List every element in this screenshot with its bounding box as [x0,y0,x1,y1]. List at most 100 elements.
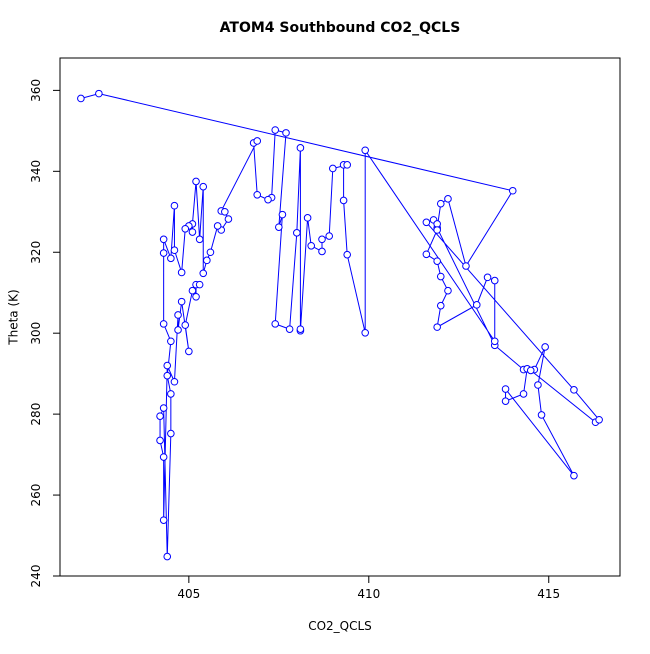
point [296,325,305,333]
point [221,207,229,216]
point [170,246,179,255]
point [361,146,369,155]
point [444,195,452,203]
point [570,386,578,394]
point [508,186,517,195]
point [170,377,179,386]
y-tick-label: 340 [29,160,43,183]
point [318,235,326,244]
y-tick-label: 260 [29,484,43,507]
point [436,301,445,310]
point [177,268,186,277]
point [163,552,172,561]
point [307,241,316,250]
point [253,190,262,199]
point [159,320,168,328]
point [192,177,200,186]
point [181,224,190,233]
point [167,254,175,263]
point [483,273,492,282]
point [224,215,233,223]
point [77,94,85,103]
point [199,182,208,191]
point [264,195,272,204]
point [253,137,262,145]
point [159,235,168,244]
y-axis-label: Theta (K) [7,289,21,345]
point [159,404,168,412]
point [159,249,168,257]
point [271,320,280,328]
point [318,247,326,256]
point [163,361,172,370]
x-tick-label: 415 [537,587,560,601]
point [159,516,168,524]
point [177,297,186,306]
point [343,250,351,259]
chart-title: ATOM4 Southbound CO2_QCLS [220,20,461,36]
point [167,337,175,346]
y-tick-label: 240 [29,565,43,588]
plot-box [59,57,621,577]
point [519,390,528,398]
point [278,210,287,219]
point [156,436,164,445]
point [490,337,499,346]
point [339,196,348,205]
point [472,301,481,309]
x-tick-label: 410 [357,587,380,601]
point [534,381,542,389]
point [541,343,549,351]
point [213,222,222,230]
point [174,311,182,319]
point [282,129,290,137]
point [436,272,445,281]
point [174,326,182,334]
point [595,415,603,424]
point [195,280,204,289]
point [203,256,211,265]
y-tick-label: 300 [29,322,43,345]
point [570,471,578,480]
point [433,257,441,265]
point [170,201,179,210]
point [167,429,175,438]
x-tick-label: 405 [177,587,200,601]
point [444,286,452,295]
point [156,412,164,420]
y-tick-label: 320 [29,241,43,264]
x-axis-label: CO2_QCLS [308,619,372,633]
point [501,397,510,405]
point [343,161,351,169]
point [195,235,204,244]
point [271,126,280,134]
point [275,223,283,231]
point [303,214,312,222]
point [433,323,441,331]
point [188,228,197,236]
point [325,232,334,240]
point [293,229,301,237]
point [433,226,441,234]
point [526,366,535,375]
point [329,164,337,173]
point [185,347,193,356]
y-tick-label: 360 [29,79,43,102]
point [181,321,190,329]
point [436,199,445,208]
point [422,218,431,227]
point [285,325,294,333]
point [462,262,470,270]
point [422,250,431,259]
point [163,371,172,380]
point [537,411,546,419]
point [159,453,168,461]
y-tick-label: 280 [29,403,43,426]
point [199,269,208,278]
point [192,292,200,301]
point [188,286,197,295]
point [95,89,103,98]
point [296,144,305,152]
